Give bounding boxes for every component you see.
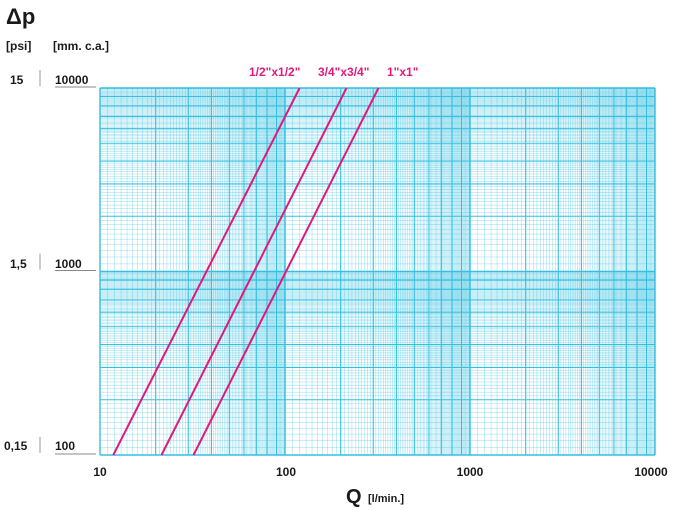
series-line: [160, 87, 348, 456]
y-axis-title: Δp: [6, 4, 35, 29]
y-axis-unit-mmca: [mm. c.a.]: [53, 39, 109, 53]
series-line: [112, 87, 301, 456]
ytick-psi-label: 0,15: [4, 439, 28, 453]
x-axis-unit: [l/min.]: [368, 493, 404, 505]
xtick-label: 100: [276, 465, 296, 479]
series-label: 1"x1": [387, 65, 418, 79]
series-label: 1/2"x1/2": [249, 65, 300, 79]
xtick-label: 10: [93, 465, 107, 479]
xtick-label: 10000: [634, 465, 668, 479]
ytick-mmca-label: 100: [55, 439, 75, 453]
y-tick-dividers: [39, 70, 96, 455]
xtick-label: 1000: [457, 465, 484, 479]
series-line: [192, 87, 380, 456]
ytick-mmca-label: 1000: [55, 257, 82, 271]
ytick-psi-label: 1,5: [10, 257, 27, 271]
ytick-psi-label: 15: [10, 73, 24, 87]
series-label: 3/4"x3/4": [318, 65, 369, 79]
series-lines: [112, 87, 380, 456]
y-axis-unit-psi: [psi]: [6, 39, 31, 53]
ytick-mmca-label: 10000: [55, 73, 89, 87]
x-axis-title: Q: [346, 486, 362, 508]
chart-grid: [99, 87, 656, 456]
